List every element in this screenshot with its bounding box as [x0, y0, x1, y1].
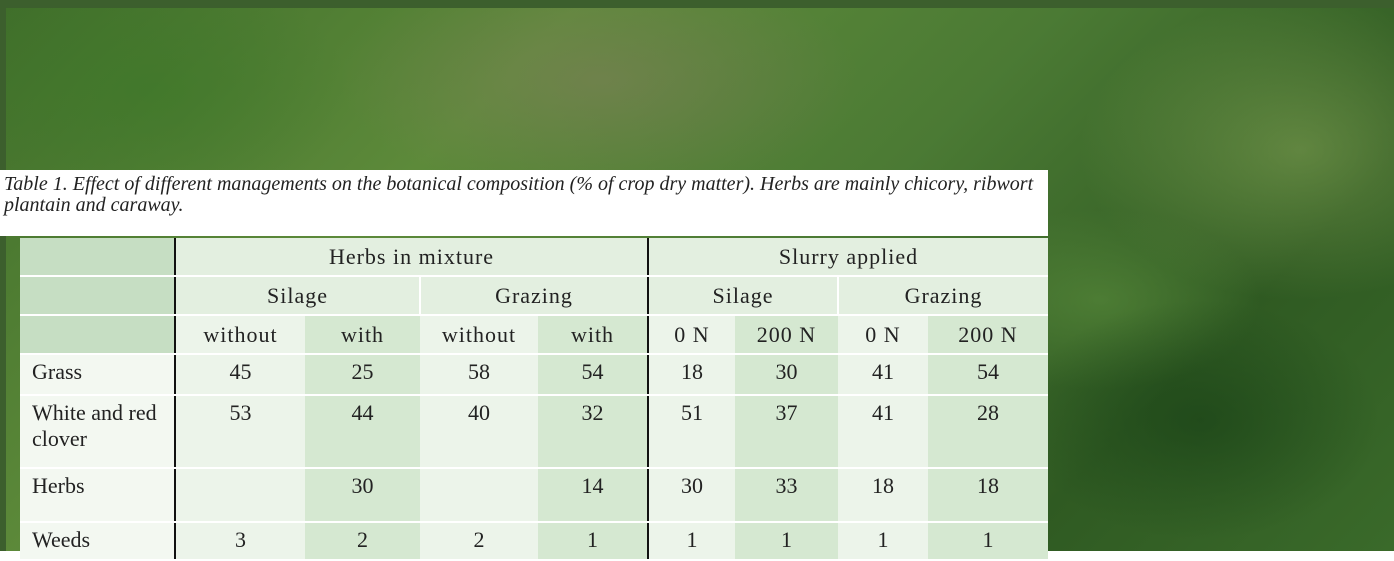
column-header: 0 N: [648, 315, 735, 354]
table-cell: 40: [420, 395, 538, 468]
table-cell: 1: [735, 522, 838, 560]
row-label: Weeds: [20, 522, 175, 560]
subgroup-header: Silage: [648, 276, 838, 315]
column-header: without: [420, 315, 538, 354]
frame: [0, 0, 1394, 8]
row-label: Herbs: [20, 468, 175, 522]
table-cell: 1: [538, 522, 648, 560]
table-cell: 1: [838, 522, 928, 560]
subgroup-header: Grazing: [838, 276, 1048, 315]
table-cell: 33: [735, 468, 838, 522]
column-header: with: [538, 315, 648, 354]
group-header: Herbs in mixture: [175, 238, 648, 276]
table-cell: 30: [735, 354, 838, 395]
column-header: 200 N: [928, 315, 1048, 354]
table-cell: 2: [420, 522, 538, 560]
header-corner: [20, 238, 175, 276]
table-cell: [420, 468, 538, 522]
table-cell: 18: [928, 468, 1048, 522]
table-cell: 1: [648, 522, 735, 560]
subgroup-header: Grazing: [420, 276, 648, 315]
table-cell: [175, 468, 305, 522]
frame: [0, 0, 6, 551]
table-cell: 2: [305, 522, 420, 560]
table-cell: 18: [838, 468, 928, 522]
table-cell: 32: [538, 395, 648, 468]
header-corner: [20, 276, 175, 315]
table-cell: 37: [735, 395, 838, 468]
column-header: 200 N: [735, 315, 838, 354]
table-cell: 30: [648, 468, 735, 522]
column-header: without: [175, 315, 305, 354]
table-cell: 41: [838, 354, 928, 395]
column-header: with: [305, 315, 420, 354]
table-cell: 53: [175, 395, 305, 468]
row-label: Grass: [20, 354, 175, 395]
table-cell: 1: [928, 522, 1048, 560]
table-cell: 14: [538, 468, 648, 522]
table-caption: Table 1. Effect of different managements…: [0, 170, 1048, 236]
table-cell: 3: [175, 522, 305, 560]
table-cell: 58: [420, 354, 538, 395]
table-cell: 41: [838, 395, 928, 468]
table-cell: 45: [175, 354, 305, 395]
page: Table 1. Effect of different managements…: [0, 0, 1394, 551]
group-header: Slurry applied: [648, 238, 1048, 276]
row-label: White and red clover: [20, 395, 175, 468]
table-cell: 54: [538, 354, 648, 395]
header-corner: [20, 315, 175, 354]
table-cell: 30: [305, 468, 420, 522]
table-cell: 51: [648, 395, 735, 468]
table-cell: 54: [928, 354, 1048, 395]
subgroup-header: Silage: [175, 276, 420, 315]
table-cell: 18: [648, 354, 735, 395]
column-header: 0 N: [838, 315, 928, 354]
table-cell: 44: [305, 395, 420, 468]
table-cell: 25: [305, 354, 420, 395]
table-cell: 28: [928, 395, 1048, 468]
